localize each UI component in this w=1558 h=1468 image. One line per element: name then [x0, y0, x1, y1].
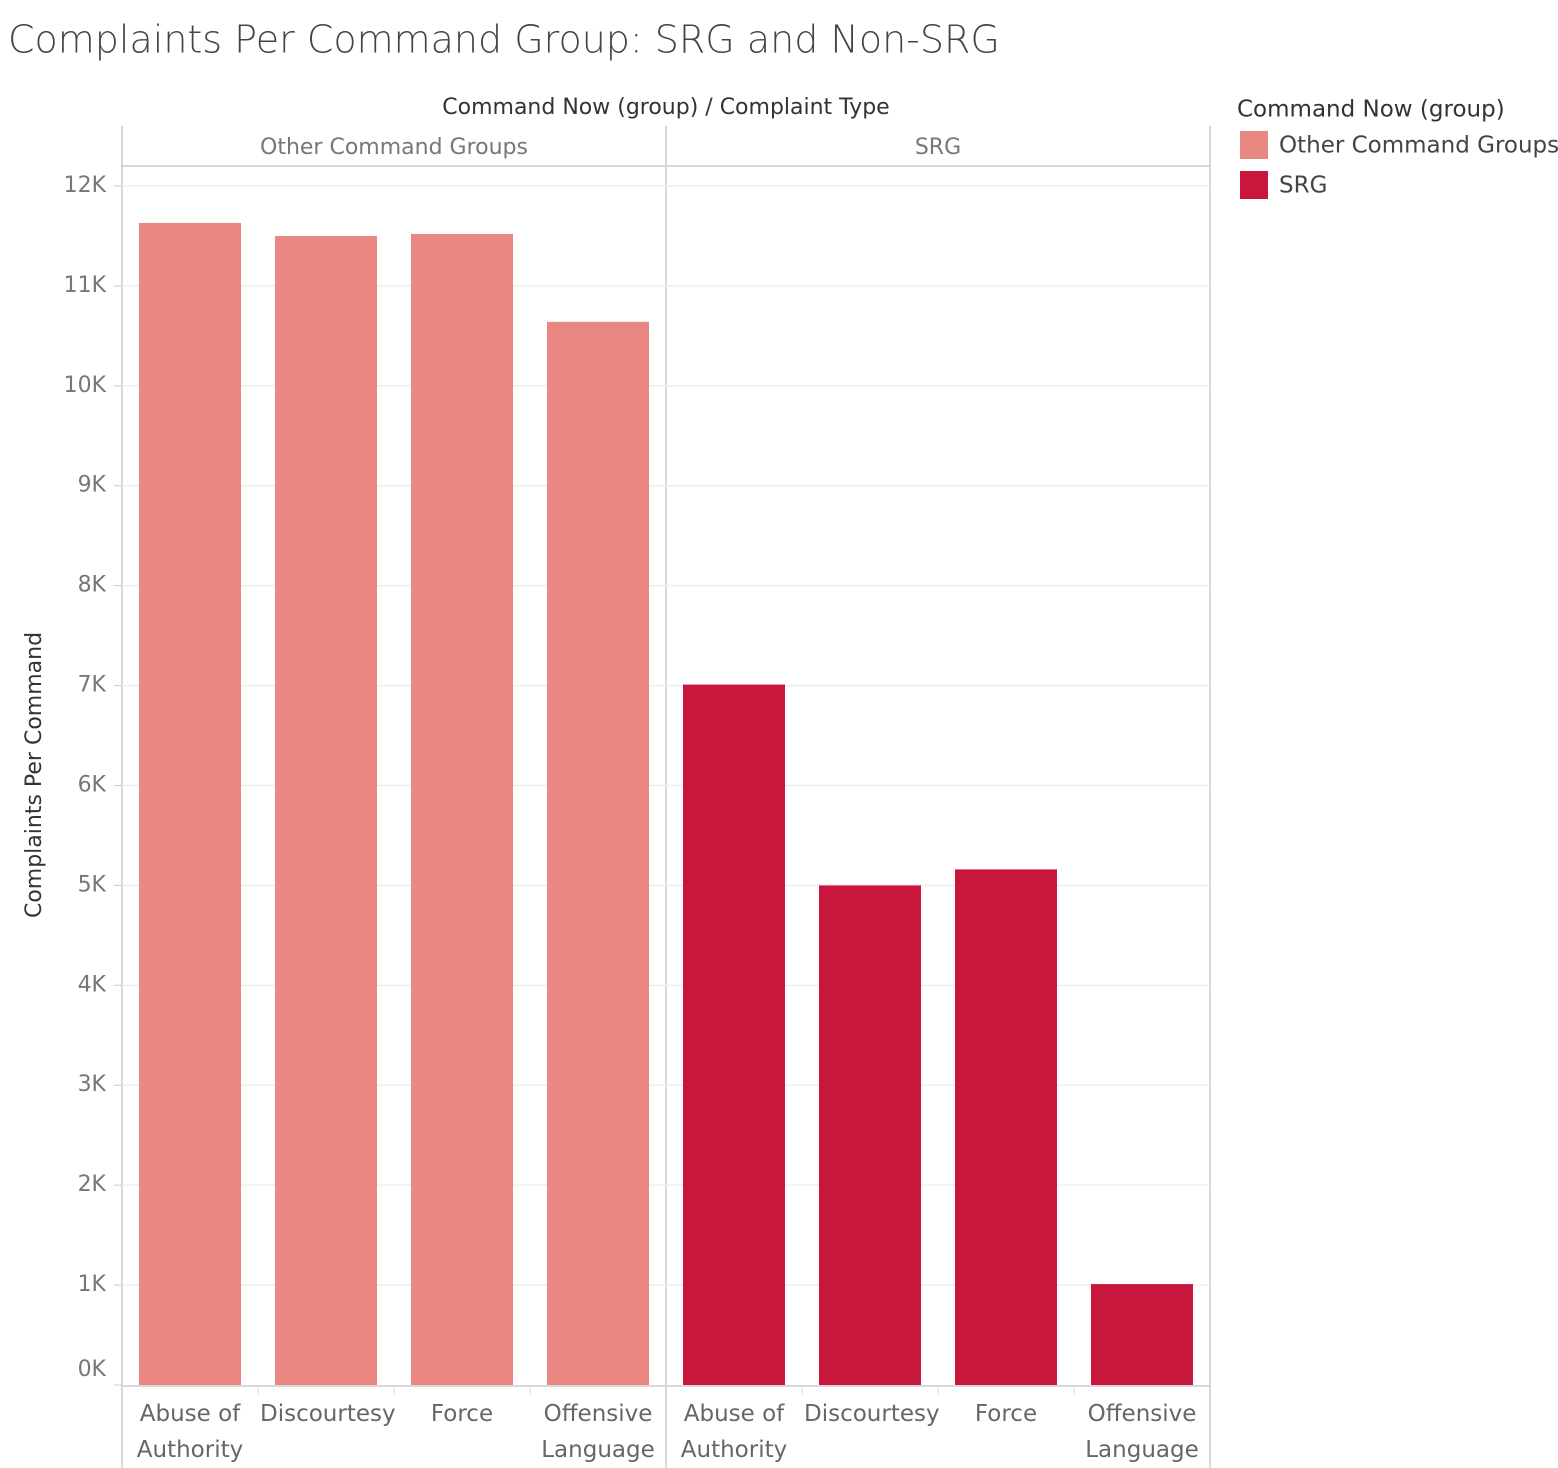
bar: [411, 233, 513, 1386]
bar: [955, 869, 1057, 1385]
bar: [275, 235, 377, 1385]
x-tick-label: Discourtesy: [804, 1401, 940, 1427]
x-tick-label: Force: [430, 1401, 494, 1427]
bar: [1091, 1284, 1193, 1385]
y-axis-title: Complaints Per Command: [22, 632, 47, 918]
bar: [683, 684, 785, 1385]
x-tick-label: Offensive Language: [541, 1401, 655, 1463]
legend-label: Other Command Groups: [1279, 133, 1558, 159]
legend-label: SRG: [1279, 173, 1327, 199]
y-tick-label: 8K: [78, 573, 107, 598]
x-header: Command Now (group) / Complaint Type: [442, 95, 889, 120]
x-tick-label: Offensive Language: [1085, 1401, 1199, 1463]
bar: [139, 222, 241, 1386]
y-tick-label: 7K: [78, 673, 107, 698]
legend-swatch: [1240, 131, 1268, 159]
y-tick-label: 9K: [78, 473, 107, 498]
x-tick-label: Force: [974, 1401, 1038, 1427]
panel-header: Other Command Groups: [260, 135, 528, 160]
bar: [819, 885, 921, 1385]
x-tick-label: Abuse of Authority: [136, 1401, 244, 1463]
x-tick-label: Abuse of Authority: [680, 1401, 788, 1463]
y-tick-label: 10K: [64, 373, 107, 398]
y-tick-label: 0K: [78, 1357, 107, 1382]
x-tick-label: Discourtesy: [260, 1401, 396, 1427]
y-tick-label: 5K: [78, 872, 107, 897]
y-tick-label: 2K: [78, 1172, 107, 1197]
legend-swatch: [1240, 171, 1268, 199]
y-tick-label: 12K: [64, 173, 107, 198]
y-tick-label: 3K: [78, 1072, 107, 1097]
bar: [547, 321, 649, 1386]
y-tick-label: 6K: [78, 772, 107, 797]
y-tick-label: 11K: [64, 273, 107, 298]
y-tick-label: 4K: [78, 972, 107, 997]
panel-header: SRG: [915, 135, 961, 160]
legend-title: Command Now (group): [1237, 97, 1505, 123]
y-tick-label: 1K: [78, 1272, 107, 1297]
chart-title: Complaints Per Command Group: SRG and No…: [8, 18, 1000, 62]
